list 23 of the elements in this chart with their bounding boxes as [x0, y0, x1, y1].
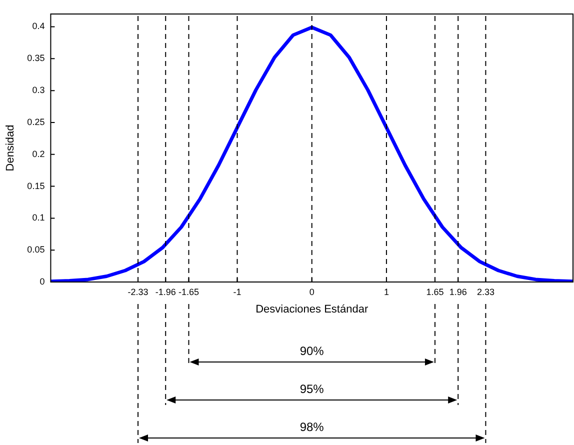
x-tick-label: -2.33 — [128, 286, 148, 297]
y-tick-label: 0.4 — [32, 21, 45, 32]
y-tick-label: 0.3 — [32, 85, 45, 96]
y-tick-label: 0.15 — [27, 180, 45, 191]
y-tick-label: 0.25 — [27, 116, 45, 127]
y-tick-label: 0.35 — [27, 53, 45, 64]
y-tick-label: 0.05 — [27, 244, 45, 255]
x-tick-label: 0 — [309, 286, 314, 297]
x-tick-label: -1.96 — [155, 286, 176, 297]
x-tick-label: 1.96 — [449, 286, 467, 297]
text: 98% — [300, 420, 324, 434]
y-axis-title: Densidad — [4, 124, 17, 172]
y-tick-label: 0 — [40, 276, 45, 286]
x-tick-label: -1 — [233, 286, 242, 297]
y-tick-label: 0.1 — [32, 212, 45, 223]
text: 95% — [300, 382, 324, 396]
x-tick-label: -1.65 — [178, 286, 200, 297]
y-tick-label: 0.2 — [32, 148, 45, 159]
text: 90% — [300, 344, 324, 358]
x-tick-label: 2.33 — [476, 286, 494, 297]
x-axis-title: Desviaciones Estándar — [256, 303, 368, 316]
x-tick-label: 1 — [384, 286, 389, 297]
x-tick-label: 1.65 — [426, 286, 444, 297]
